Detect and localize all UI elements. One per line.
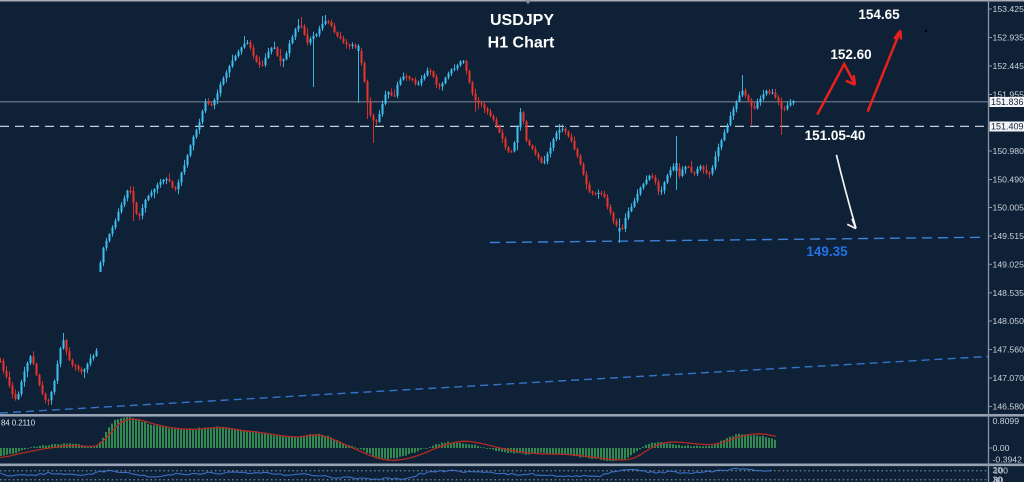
svg-text:H1 Chart: H1 Chart [488,35,555,52]
svg-text:148.050: 148.050 [993,316,1024,326]
svg-text:USDJPY: USDJPY [490,12,554,29]
svg-text:152.445: 152.445 [993,61,1024,71]
svg-text:20: 20 [993,465,1003,475]
svg-text:149.35: 149.35 [806,244,848,259]
svg-text:150.005: 150.005 [993,203,1024,213]
svg-text:30: 30 [993,475,1003,482]
svg-text:0.00: 0.00 [993,443,1010,453]
svg-text:151.05-40: 151.05-40 [805,128,866,143]
svg-text:151.836: 151.836 [991,97,1024,107]
svg-text:149.025: 149.025 [993,260,1024,270]
svg-text:147.070: 147.070 [993,373,1024,383]
svg-text:-0.3942: -0.3942 [993,455,1023,465]
svg-text:151.955: 151.955 [993,90,1024,100]
svg-text:154.65: 154.65 [858,7,900,22]
svg-text:148.535: 148.535 [993,288,1024,298]
svg-text:84 0.2110: 84 0.2110 [1,419,36,428]
svg-text:0.8099: 0.8099 [993,416,1020,426]
svg-text:100: 100 [994,465,1009,475]
svg-text:152.60: 152.60 [830,47,871,62]
svg-text:150.980: 150.980 [993,146,1024,156]
svg-text:150.490: 150.490 [993,175,1024,185]
svg-text:153.425: 153.425 [993,4,1024,14]
svg-text:151.409: 151.409 [991,122,1024,132]
svg-text:149.515: 149.515 [993,231,1024,241]
svg-text:80: 80 [994,475,1004,482]
svg-text:147.560: 147.560 [993,345,1024,355]
svg-text:152.935: 152.935 [993,33,1024,43]
svg-text:146.580: 146.580 [993,402,1024,412]
